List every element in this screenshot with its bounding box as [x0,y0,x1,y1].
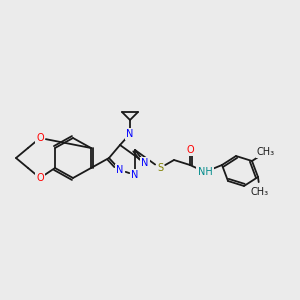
Text: S: S [157,163,163,173]
Text: N: N [116,165,124,175]
Text: N: N [141,158,149,168]
Text: CH₃: CH₃ [251,187,269,197]
Text: NH: NH [198,167,212,177]
Text: CH₃: CH₃ [257,147,275,157]
Text: N: N [126,129,134,139]
Text: N: N [131,170,139,180]
Text: O: O [186,145,194,155]
Text: O: O [36,133,44,143]
Text: O: O [36,173,44,183]
